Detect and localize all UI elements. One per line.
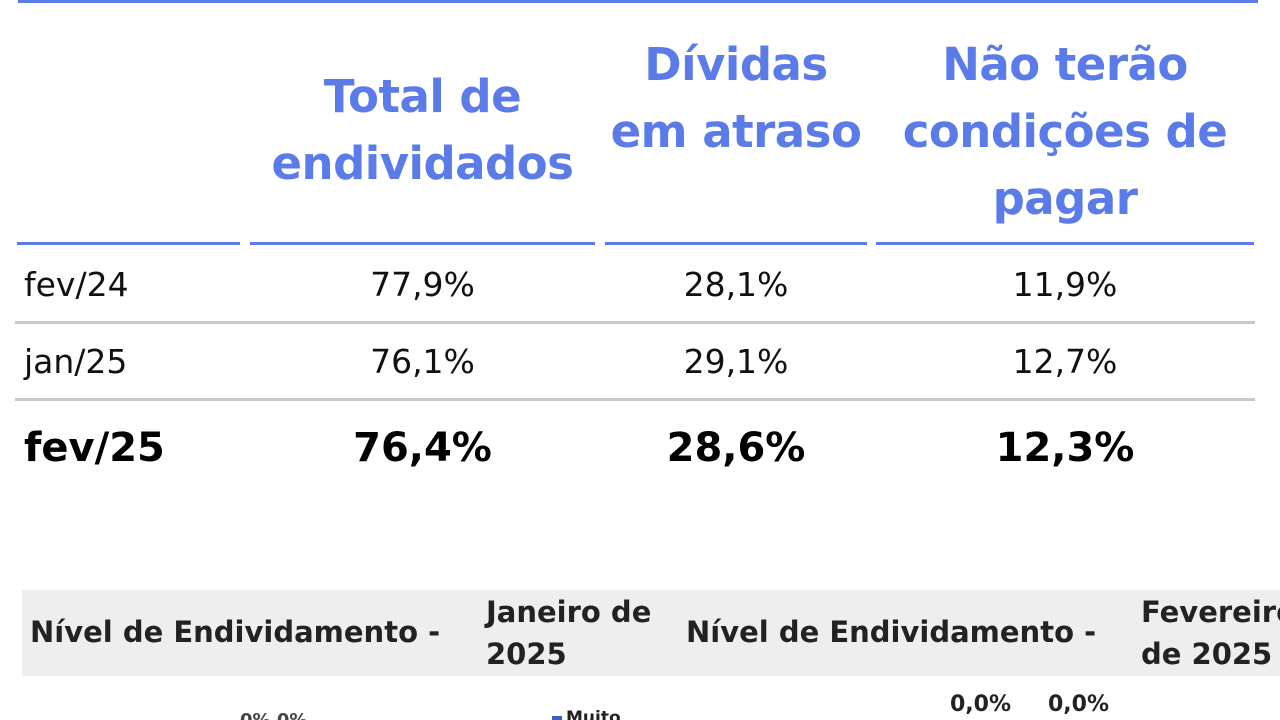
row-period: fev/25 [24,425,165,471]
header-underline-total [250,242,595,245]
header-underline-atraso [605,242,867,245]
row-atraso: 28,1% [683,265,789,304]
table-row: jan/25 76,1% 29,1% 12,7% [0,324,1280,400]
legend-item: Muito [552,708,621,720]
panel-left-period: Janeiro de 2025 [486,595,652,671]
top-rule [18,0,1258,3]
row-separator [15,398,1255,401]
chart-value-label: 0% 0% [240,710,307,720]
panel-title-band [22,590,1280,676]
legend-label: Muito [566,708,621,720]
row-total: 77,9% [370,265,475,304]
chart-value-label: 0,0% [950,692,1012,717]
panel-right-period: Fevereiro de 2025 [1141,595,1280,671]
row-period: fev/24 [24,265,129,304]
table-row-highlight: fev/25 76,4% 28,6% 12,3% [0,403,1280,479]
row-nao-terao: 12,7% [1012,342,1118,381]
row-nao-terao: 12,3% [995,425,1135,471]
header-dividas-atraso: Dívidas em atraso [610,38,862,158]
row-period: jan/25 [24,342,128,381]
row-nao-terao: 11,9% [1012,265,1118,304]
row-atraso: 29,1% [683,342,789,381]
header-total-endividados: Total de endividados [271,70,574,190]
header-underline-label [17,242,240,245]
legend-swatch [552,715,562,720]
row-separator [15,321,1255,324]
table-row: fev/24 77,9% 28,1% 11,9% [0,247,1280,323]
panel-right-title: Nível de Endividamento - [686,615,1097,649]
chart-value-label: 0,0% [1048,692,1110,717]
header-underline-nao-terao [876,242,1254,245]
panel-left-title: Nível de Endividamento - [30,615,441,649]
row-total: 76,1% [370,342,475,381]
header-nao-terao: Não terão condições de pagar [902,38,1228,225]
row-total: 76,4% [353,425,492,471]
row-atraso: 28,6% [666,425,806,471]
